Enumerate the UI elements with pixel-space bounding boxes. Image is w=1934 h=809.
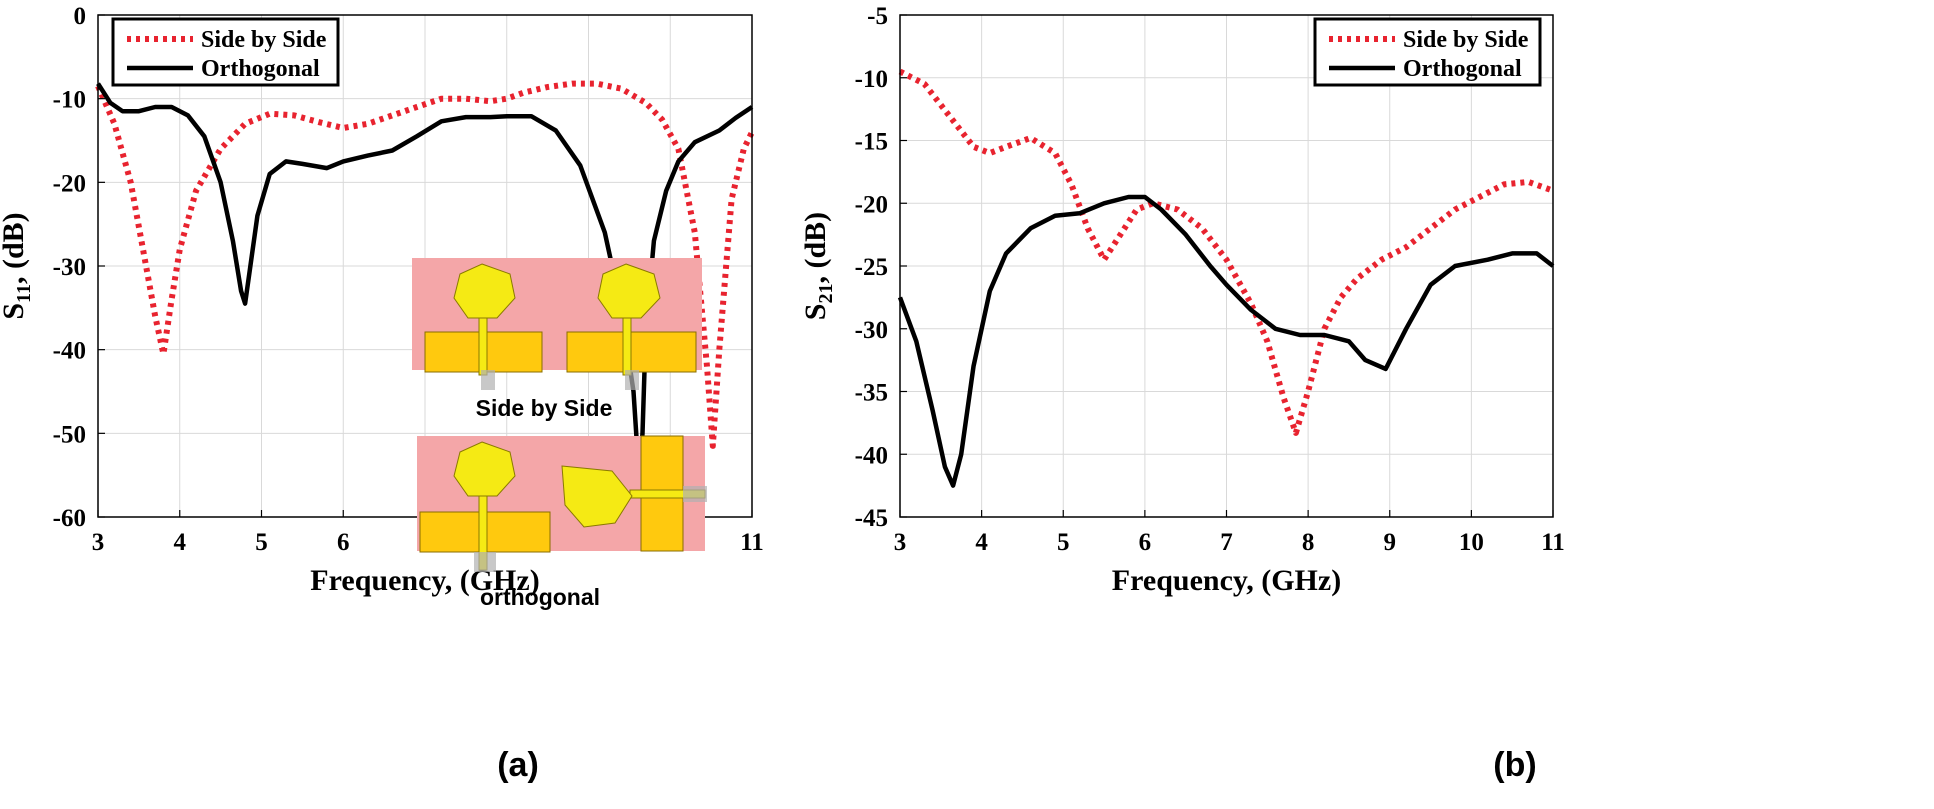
- y-tick-label: -15: [855, 129, 888, 156]
- series-line-side-by-side: [898, 68, 1555, 436]
- y-axis-label-subscript: 11: [13, 284, 35, 303]
- y-tick-label: -60: [53, 505, 86, 532]
- x-tick-label: 10: [1459, 529, 1484, 556]
- x-tick-label: 9: [1384, 529, 1397, 556]
- series-line-orthogonal: [897, 194, 1555, 488]
- inset-caption-side-by-side: Side by Side: [476, 395, 613, 421]
- inset-patch-bottom-left: [453, 441, 516, 497]
- y-tick-label: -20: [855, 191, 888, 218]
- legend-label-orthogonal: Orthogonal: [1403, 56, 1522, 82]
- inset-connector-side: [683, 486, 707, 502]
- x-tick-label: 11: [1541, 529, 1565, 556]
- y-tick-label: -20: [53, 170, 86, 197]
- legend-label-side-by-side: Side by Side: [1403, 27, 1529, 53]
- legend-box: [111, 17, 340, 87]
- x-tick-label: 5: [1057, 529, 1070, 556]
- x-tick-label: 7: [1220, 529, 1233, 556]
- y-tick-label: -25: [855, 254, 888, 281]
- x-tick-label: 3: [92, 529, 105, 556]
- panel-label-b: (b): [1493, 746, 1536, 784]
- inset-caption-orthogonal: orthogonal: [480, 584, 600, 610]
- y-tick-label: -10: [53, 87, 86, 114]
- y-tick-label: -45: [855, 505, 888, 532]
- x-tick-label: 4: [174, 529, 187, 556]
- x-tick-label: 4: [975, 529, 988, 556]
- inset-connector-bottom: [474, 552, 496, 572]
- legend-label-side-by-side: Side by Side: [201, 27, 327, 53]
- x-tick-label: 8: [1302, 529, 1315, 556]
- y-tick-label: -40: [53, 338, 86, 365]
- inset-connector-right: [625, 370, 639, 390]
- y-tick-label: -30: [855, 317, 888, 344]
- legend-label-orthogonal: Orthogonal: [201, 56, 320, 82]
- y-tick-label: -10: [855, 66, 888, 93]
- y-axis-label-main: S: [0, 303, 30, 320]
- y-tick-label: -5: [867, 3, 888, 30]
- inset-patch-rotated: [561, 465, 633, 528]
- x-axis-label: Frequency, (GHz): [1112, 564, 1341, 597]
- inset-connector-left: [481, 370, 495, 390]
- y-tick-label: -35: [855, 380, 888, 407]
- x-tick-label: 6: [337, 529, 350, 556]
- x-tick-label: 6: [1139, 529, 1152, 556]
- y-tick-label: -50: [53, 421, 86, 448]
- antenna-inset: Side by Side orthogonal: [412, 258, 707, 610]
- y-tick-label: -40: [855, 442, 888, 469]
- legend-box: [1313, 17, 1542, 87]
- x-tick-label: 5: [255, 529, 268, 556]
- y-axis-label: S21, (dB): [799, 212, 837, 320]
- y-axis-label-main: S: [799, 304, 832, 321]
- panel-label-a: (a): [497, 746, 539, 784]
- x-tick-label: 3: [894, 529, 907, 556]
- y-axis-label: S11, (dB): [0, 212, 35, 319]
- x-tick-label: 11: [740, 529, 764, 556]
- y-tick-label: 0: [74, 3, 87, 30]
- x-axis-label: Frequency, (GHz): [310, 564, 539, 597]
- inset-patch-left: [453, 263, 516, 319]
- y-axis-label-unit: , (dB): [0, 212, 30, 284]
- chart-s21: 3 4 5 6 7 8 9 10 11 -5 -10 -15 -20 -25 -30 -35 -40 -45 Fre…: [799, 3, 1565, 597]
- y-axis-label-unit: , (dB): [799, 212, 832, 284]
- series-line-side-by-side: [95, 80, 755, 449]
- y-axis-label-subscript: 21: [815, 284, 837, 304]
- y-tick-label: -30: [53, 254, 86, 281]
- inset-patch-right: [597, 263, 661, 319]
